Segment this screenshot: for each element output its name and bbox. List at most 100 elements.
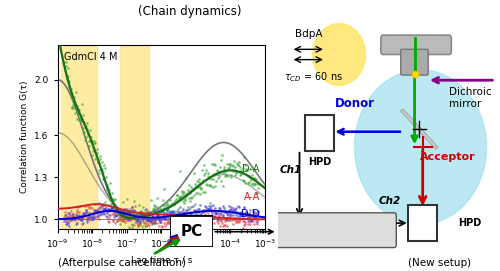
Point bbox=[254, 213, 262, 218]
Point bbox=[252, 218, 260, 223]
Point bbox=[206, 222, 214, 226]
Point bbox=[250, 222, 258, 226]
Point bbox=[238, 212, 246, 217]
Point bbox=[181, 197, 189, 201]
Point bbox=[134, 218, 141, 222]
Point bbox=[188, 211, 196, 215]
Point bbox=[66, 91, 74, 95]
Point bbox=[108, 207, 116, 212]
Point bbox=[206, 204, 214, 208]
Point bbox=[206, 217, 214, 222]
Point bbox=[154, 213, 162, 217]
Point bbox=[104, 207, 112, 211]
Point bbox=[237, 213, 245, 217]
Point bbox=[198, 186, 205, 191]
Text: Acceptor: Acceptor bbox=[420, 153, 476, 162]
Point bbox=[170, 213, 177, 217]
Point bbox=[174, 212, 182, 217]
Point bbox=[139, 227, 147, 231]
Point bbox=[96, 213, 104, 218]
Point bbox=[203, 183, 211, 187]
Point bbox=[102, 200, 110, 204]
Point bbox=[214, 221, 222, 225]
Point bbox=[230, 217, 237, 221]
Point bbox=[169, 215, 177, 219]
Point bbox=[82, 124, 90, 128]
Point bbox=[86, 128, 94, 133]
Point bbox=[106, 181, 114, 185]
Point bbox=[198, 212, 205, 216]
Point bbox=[128, 223, 136, 227]
Point bbox=[119, 210, 127, 214]
Point bbox=[102, 211, 110, 216]
Point bbox=[112, 208, 120, 212]
Point bbox=[233, 219, 241, 224]
Point bbox=[243, 168, 251, 173]
Point bbox=[161, 224, 169, 228]
Point bbox=[65, 224, 73, 228]
Point bbox=[112, 214, 120, 218]
Point bbox=[72, 208, 80, 212]
Point bbox=[137, 208, 145, 213]
Point bbox=[77, 119, 85, 123]
Point bbox=[176, 195, 184, 199]
Point bbox=[108, 191, 116, 195]
Point bbox=[92, 211, 100, 215]
Point bbox=[232, 220, 240, 224]
Point bbox=[235, 217, 243, 221]
Point bbox=[141, 208, 149, 212]
Point bbox=[226, 214, 234, 218]
Point bbox=[86, 212, 94, 216]
Point bbox=[65, 214, 73, 218]
Point bbox=[238, 214, 246, 218]
Point bbox=[163, 208, 171, 212]
Point bbox=[193, 212, 201, 216]
Point bbox=[133, 218, 141, 222]
Point bbox=[87, 135, 95, 139]
Point bbox=[101, 205, 109, 210]
Point bbox=[218, 209, 226, 213]
Point bbox=[194, 219, 202, 223]
Point bbox=[78, 215, 86, 219]
Point bbox=[219, 204, 227, 208]
Point bbox=[74, 216, 82, 220]
Point bbox=[118, 212, 126, 217]
Point bbox=[108, 211, 116, 216]
Point bbox=[207, 209, 215, 213]
Point bbox=[208, 214, 216, 218]
Point bbox=[136, 214, 143, 218]
Point bbox=[228, 163, 236, 167]
Point bbox=[226, 208, 234, 212]
Circle shape bbox=[354, 70, 486, 224]
Point bbox=[106, 207, 114, 211]
Point bbox=[146, 211, 154, 216]
Point bbox=[127, 217, 135, 221]
Point bbox=[244, 219, 252, 224]
Point bbox=[170, 201, 177, 206]
Point bbox=[64, 210, 72, 215]
Text: (Chain dynamics): (Chain dynamics) bbox=[138, 5, 242, 18]
Point bbox=[98, 203, 106, 208]
Point bbox=[198, 215, 206, 220]
Point bbox=[122, 207, 130, 211]
Point bbox=[91, 141, 99, 146]
FancyBboxPatch shape bbox=[305, 115, 334, 151]
X-axis label: Lag time τ / s: Lag time τ / s bbox=[130, 256, 192, 265]
Point bbox=[95, 168, 103, 172]
Point bbox=[249, 219, 257, 223]
Point bbox=[110, 215, 118, 219]
Point bbox=[72, 104, 80, 109]
Point bbox=[150, 221, 158, 225]
Point bbox=[148, 221, 156, 225]
Point bbox=[92, 156, 100, 161]
Point bbox=[239, 178, 247, 182]
Point bbox=[61, 213, 69, 217]
Point bbox=[78, 213, 86, 218]
Point bbox=[94, 159, 102, 164]
Point bbox=[166, 211, 174, 215]
Point bbox=[179, 212, 187, 216]
Point bbox=[232, 207, 239, 211]
Point bbox=[150, 218, 158, 222]
Point bbox=[246, 215, 254, 219]
Point bbox=[142, 218, 150, 222]
